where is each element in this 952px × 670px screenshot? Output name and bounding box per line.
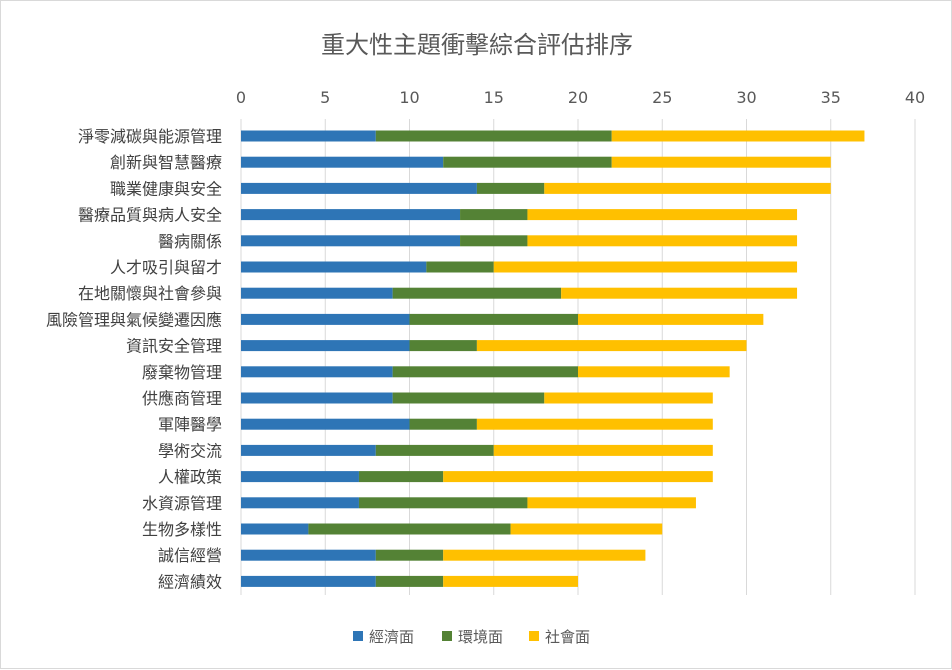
bar-environmental	[375, 549, 444, 561]
category-label: 學術交流	[158, 441, 222, 460]
bar-economic	[241, 444, 376, 456]
category-label: 廢棄物管理	[142, 363, 222, 382]
bar-economic	[241, 313, 410, 325]
x-tick-label: 30	[736, 88, 756, 107]
bar-environmental	[358, 497, 528, 509]
legend-swatch	[442, 631, 452, 641]
x-tick-label: 25	[652, 88, 672, 107]
bar-social	[544, 392, 713, 404]
bar-social	[544, 182, 831, 194]
bar-environmental	[375, 444, 494, 456]
bar-economic	[241, 549, 376, 561]
bar-social	[611, 130, 865, 142]
bar-social	[527, 209, 798, 221]
bar-environmental	[409, 418, 477, 430]
bar-environmental	[375, 130, 612, 142]
bar-economic	[241, 182, 477, 194]
category-label: 醫療品質與病人安全	[78, 206, 222, 225]
category-label: 經濟績效	[158, 572, 222, 591]
x-tick-label: 10	[399, 88, 419, 107]
chart-title: 重大性主題衝擊綜合評估排序	[321, 31, 633, 59]
x-tick-label: 40	[905, 88, 925, 107]
bar-economic	[241, 575, 376, 587]
category-label: 淨零減碳與能源管理	[78, 127, 222, 146]
bar-economic	[241, 366, 393, 378]
bar-environmental	[409, 313, 578, 325]
category-label: 在地關懷與社會參與	[78, 284, 222, 303]
bar-social	[443, 575, 578, 587]
bar-economic	[241, 418, 410, 430]
legend-label: 社會面	[545, 628, 590, 646]
legend-swatch	[529, 631, 539, 641]
bar-social	[493, 444, 713, 456]
bar-economic	[241, 523, 309, 535]
category-label: 醫病關係	[158, 232, 222, 251]
x-tick-label: 5	[320, 88, 330, 107]
bar-social	[476, 340, 747, 352]
bar-environmental	[409, 340, 477, 352]
bar-social	[578, 366, 730, 378]
category-label: 生物多樣性	[142, 520, 222, 539]
x-tick-label: 20	[568, 88, 588, 107]
bar-environmental	[460, 235, 528, 247]
x-tick-label: 35	[821, 88, 841, 107]
category-label: 人權政策	[158, 468, 222, 487]
bar-social	[443, 549, 646, 561]
bar-economic	[241, 497, 359, 509]
bar-social	[527, 497, 696, 509]
legend-swatch	[353, 631, 363, 641]
category-label: 誠信經營	[158, 546, 222, 565]
legend-label: 環境面	[458, 628, 503, 646]
bar-environmental	[460, 209, 528, 221]
bar-social	[443, 471, 713, 483]
bar-economic	[241, 340, 410, 352]
bar-economic	[241, 261, 427, 273]
category-label: 供應商管理	[142, 389, 222, 408]
bar-environmental	[375, 575, 444, 587]
x-tick-label: 0	[236, 88, 246, 107]
bar-economic	[241, 209, 461, 221]
category-label: 職業健康與安全	[110, 179, 222, 198]
bar-economic	[241, 471, 359, 483]
category-labels: 淨零減碳與能源管理創新與智慧醫療職業健康與安全醫療品質與病人安全醫病關係人才吸引…	[46, 127, 222, 591]
bar-social	[527, 235, 798, 247]
bar-economic	[241, 235, 461, 247]
bar-social	[611, 156, 831, 168]
bar-environmental	[308, 523, 511, 535]
category-label: 資訊安全管理	[126, 337, 222, 356]
category-label: 創新與智慧醫療	[110, 153, 222, 172]
x-tick-label: 15	[484, 88, 504, 107]
gridlines	[240, 119, 916, 595]
category-label: 人才吸引與留才	[110, 258, 222, 277]
bar-environmental	[476, 182, 545, 194]
bar-economic	[241, 156, 444, 168]
bar-environmental	[443, 156, 612, 168]
bar-environmental	[426, 261, 494, 273]
category-label: 水資源管理	[142, 494, 222, 513]
bar-social	[476, 418, 713, 430]
bar-environmental	[392, 366, 578, 378]
bar-social	[493, 261, 798, 273]
bar-environmental	[358, 471, 444, 483]
bar-environmental	[392, 392, 545, 404]
legend: 經濟面 環境面 社會面	[353, 628, 590, 646]
legend-label: 經濟面	[369, 628, 414, 646]
bars	[241, 130, 865, 587]
bar-social	[561, 287, 798, 299]
category-label: 風險管理與氣候變遷因應	[46, 310, 222, 329]
bar-environmental	[392, 287, 562, 299]
category-label: 軍陣醫學	[158, 415, 222, 434]
bar-economic	[241, 392, 393, 404]
bar-economic	[241, 130, 376, 142]
bar-economic	[241, 287, 393, 299]
bar-social	[578, 313, 764, 325]
bar-social	[510, 523, 663, 535]
x-axis-ticks: 0 5 10 15 20 25 30 35 40	[236, 88, 925, 107]
